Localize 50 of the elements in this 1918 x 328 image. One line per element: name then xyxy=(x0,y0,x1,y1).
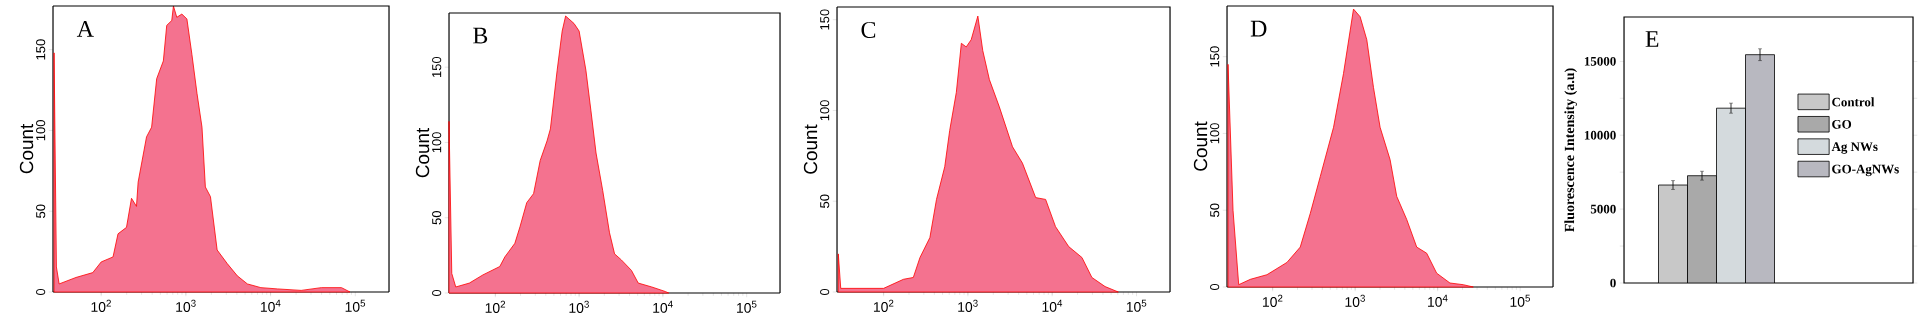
y-tick-label: 100 xyxy=(432,132,442,153)
y-tick-label: 150 xyxy=(36,39,46,60)
x-tick-label: 10$^{5}$ xyxy=(1126,299,1147,312)
y-axis-title: Fluorescence Intensity (a.u) xyxy=(1564,68,1578,232)
y-tick-label: 0 xyxy=(1210,283,1220,291)
x-tick-label: 10$^{3}$ xyxy=(958,299,978,312)
y-axis-title: Count xyxy=(1193,121,1208,171)
y-tick-label: 10000 xyxy=(1584,130,1616,140)
chart-title: B xyxy=(473,27,488,44)
y-tick-label: 150 xyxy=(820,9,830,30)
y-tick-label: 5000 xyxy=(1590,204,1616,214)
x-tick-label: 10$^{5}$ xyxy=(345,299,366,312)
legend-label: GO xyxy=(1832,119,1852,129)
chart-title: A xyxy=(76,20,94,37)
y-tick-label: 50 xyxy=(36,204,46,218)
x-tick-label: 10$^{5}$ xyxy=(737,300,757,313)
y-tick-label: 150 xyxy=(1210,46,1220,67)
chart-title: C xyxy=(861,21,876,38)
y-tick-label: 0 xyxy=(432,289,442,297)
y-tick-label: 50 xyxy=(820,194,830,208)
x-tick-label: 10$^{4}$ xyxy=(260,299,281,312)
y-tick-label: 100 xyxy=(1210,123,1220,144)
y-axis-title: Count xyxy=(415,127,430,178)
y-tick-label: 0 xyxy=(820,288,830,296)
legend-label: GO-AgNWs xyxy=(1832,164,1899,177)
x-tick-label: 10$^{4}$ xyxy=(1428,294,1448,307)
x-tick-label: 10$^{3}$ xyxy=(1345,294,1365,307)
x-tick-label: 10$^{3}$ xyxy=(569,300,589,313)
x-tick-label: 10$^{2}$ xyxy=(485,300,506,313)
x-tick-label: 10$^{2}$ xyxy=(873,299,894,312)
x-tick-label: 10$^{5}$ xyxy=(1510,294,1530,307)
y-tick-label: 15000 xyxy=(1584,56,1616,66)
y-tick-label: 50 xyxy=(1210,203,1220,217)
y-tick-label: 0 xyxy=(36,288,46,296)
y-axis-title: Count xyxy=(803,124,818,174)
y-tick-label: 150 xyxy=(432,56,442,78)
legend-label: Ag NWs xyxy=(1831,142,1878,154)
chart-title: D xyxy=(1250,20,1267,37)
y-axis-title: Count xyxy=(19,123,34,174)
x-tick-label: 10$^{4}$ xyxy=(1042,299,1063,312)
chart-title: E xyxy=(1645,31,1659,47)
x-tick-label: 10$^{2}$ xyxy=(91,299,111,312)
legend-label: Control xyxy=(1832,97,1875,107)
x-tick-label: 10$^{3}$ xyxy=(176,299,196,312)
x-tick-label: 10$^{4}$ xyxy=(653,300,673,313)
y-tick-label: 0 xyxy=(1610,278,1616,288)
x-tick-label: 10$^{2}$ xyxy=(1262,294,1283,307)
y-tick-label: 50 xyxy=(432,211,442,225)
y-tick-label: 100 xyxy=(36,120,46,141)
y-tick-label: 100 xyxy=(820,100,830,121)
